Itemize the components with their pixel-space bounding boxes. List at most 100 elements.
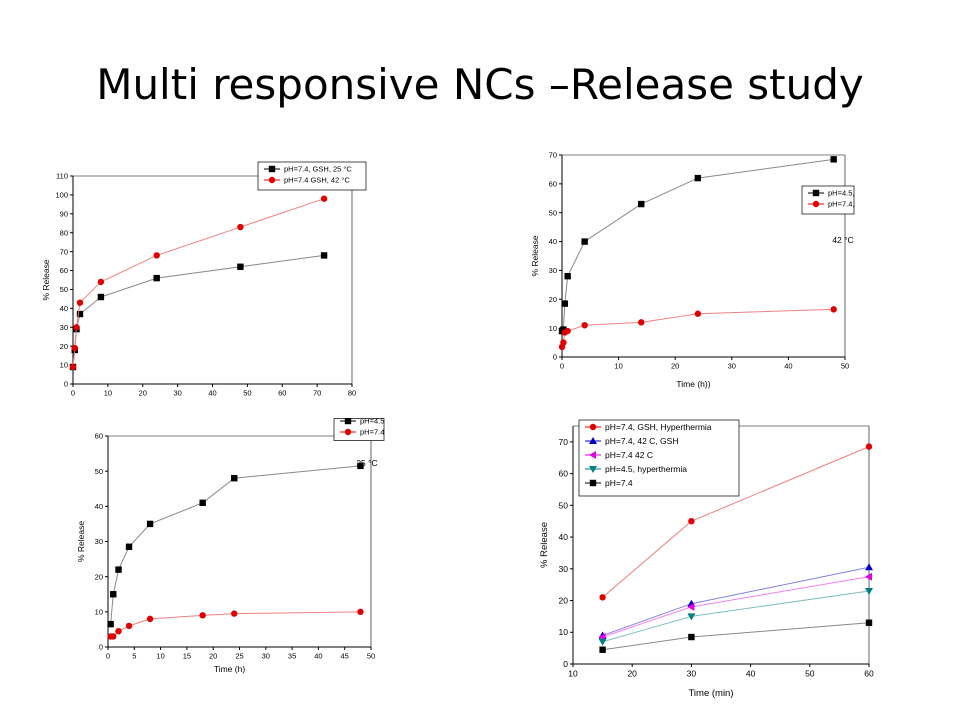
y-tick-label: 110 (56, 172, 68, 181)
series-line (110, 465, 361, 625)
y-tick-label: 70 (60, 247, 68, 256)
y-tick-label: 20 (60, 342, 68, 351)
data-point (638, 200, 645, 208)
y-tick-label: 10 (559, 627, 569, 637)
data-point (146, 615, 154, 623)
data-point (581, 322, 588, 329)
data-point (231, 475, 238, 482)
data-point (560, 339, 567, 346)
y-tick-label: 60 (60, 266, 68, 275)
legend-label: pH=7.4, GSH, Hyperthermia (605, 422, 712, 432)
x-tick-label: 40 (208, 389, 216, 398)
series-line (602, 622, 870, 651)
data-point (865, 563, 873, 571)
legend-marker (589, 437, 597, 444)
data-point (865, 572, 872, 581)
data-point (688, 633, 695, 641)
y-tick-label: 40 (559, 532, 569, 542)
x-tick-label: 50 (367, 652, 375, 661)
x-tick-label: 0 (106, 652, 110, 661)
legend-label: pH=7.4 GSH, 42 °C (284, 176, 350, 185)
y-tick-label: 70 (559, 437, 569, 447)
legend-item: pH=4.5, hyperthermia (585, 464, 687, 474)
legend-item: pH=4.5, 42 (808, 189, 855, 198)
data-point (76, 299, 84, 306)
legend-marker (589, 423, 597, 431)
legend-box (578, 419, 740, 497)
x-tick-label: 45 (341, 652, 349, 661)
legend-item: pH=7.4, 42 (808, 200, 855, 209)
y-tick-label: 70 (549, 151, 557, 160)
legend-label: pH=7.4 (360, 428, 384, 437)
x-tick-label: 5 (132, 652, 136, 661)
data-point (125, 622, 133, 630)
y-tick-label: 30 (60, 323, 68, 332)
legend-label: pH=4.5, 42 (828, 189, 855, 198)
series-line (72, 198, 325, 368)
legend-marker (589, 451, 596, 459)
data-point (687, 613, 696, 621)
slide-title: Multi responsive NCs –Release study (96, 60, 864, 109)
x-tick-label: 20 (209, 652, 217, 661)
y-tick-label: 0 (64, 380, 68, 389)
data-point (830, 156, 837, 163)
series-2 (598, 563, 873, 639)
data-point (115, 566, 122, 573)
legend-label: pH=7.4 42 C (605, 450, 653, 460)
y-tick-label: 50 (559, 500, 569, 510)
series-1 (558, 156, 837, 335)
x-tick-label: 15 (183, 652, 191, 661)
x-axis-label: Time (min) (688, 688, 733, 699)
data-point (115, 627, 122, 635)
legend-marker (812, 200, 820, 208)
legend-item: pH=7.4 (340, 428, 384, 437)
x-tick-label: 40 (746, 669, 756, 679)
x-tick-label: 80 (348, 389, 356, 398)
data-point (564, 327, 571, 335)
x-tick-label: 40 (784, 362, 792, 371)
data-point (687, 602, 695, 611)
y-axis-label: % Release (76, 521, 86, 562)
x-tick-label: 50 (805, 669, 815, 679)
legend-marker (268, 165, 276, 173)
x-tick-label: 10 (156, 652, 164, 661)
x-tick-label: 60 (864, 669, 874, 679)
y-tick-label: 20 (95, 572, 103, 581)
legend: pH=7.4, GSH, Hyperthermia pH=7.4, 42 C, G… (578, 419, 740, 497)
y-tick-label: 100 (55, 191, 68, 200)
data-point (688, 518, 695, 525)
chart-release-gsh-temperature: 0 10 20 30 40 50 60 70 80 0 10 20 30 40 50 60 70 80 90 100 1… (41, 161, 367, 398)
series-line (602, 576, 870, 638)
data-point (561, 300, 569, 307)
y-tick-label: 90 (60, 209, 68, 218)
data-point (199, 499, 206, 507)
data-point (560, 326, 567, 333)
legend: pH=4.5 pH=7.4 (333, 418, 384, 441)
y-tick-label: 0 (563, 659, 568, 669)
data-point (76, 310, 84, 318)
x-tick-label: 10 (568, 669, 578, 679)
data-point (638, 319, 645, 326)
y-tick-label: 10 (60, 361, 68, 370)
series-2 (107, 608, 364, 640)
y-tick-label: 40 (95, 502, 103, 511)
data-point (599, 646, 606, 653)
x-tick-label: 10 (104, 389, 112, 398)
chart-annotation: 25 °C (356, 458, 377, 468)
x-tick-label: 25 (235, 652, 243, 661)
x-tick-label: 30 (262, 652, 270, 661)
data-point (231, 610, 238, 617)
x-axis-label: Time (h) (214, 664, 245, 674)
data-point (237, 223, 244, 231)
data-point (97, 293, 105, 301)
data-point (110, 591, 117, 598)
legend: pH=4.5, 42 pH=7.4, 42 (801, 185, 855, 215)
legend-label: pH=7.4, 42 C, GSH (605, 436, 678, 446)
data-point (146, 520, 154, 528)
y-tick-label: 0 (553, 353, 557, 362)
data-point (199, 612, 206, 619)
x-tick-label: 70 (313, 389, 321, 398)
legend-label: pH=7.4 (605, 478, 633, 488)
series-2 (69, 195, 328, 371)
legend-marker (589, 466, 597, 473)
